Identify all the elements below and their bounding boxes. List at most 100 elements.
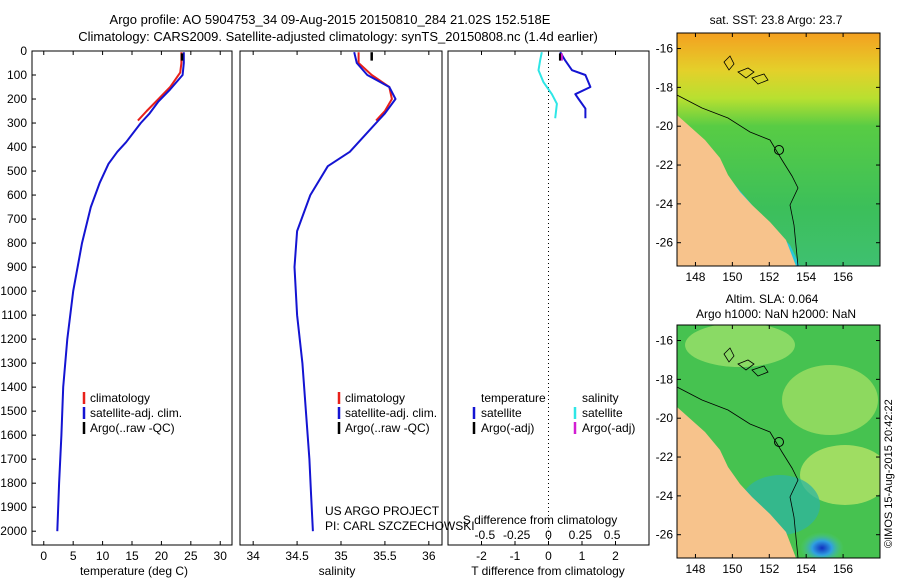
legend-label-t-satellite: satellite: [481, 406, 522, 420]
depth-tick-label: 300: [7, 116, 27, 130]
lon-tick-label: 148: [685, 562, 705, 576]
depth-tick-label: 700: [7, 212, 27, 226]
series-line-satellite-adj-clim-: [56, 52, 185, 532]
sla-map-title2: Argo h1000: NaN h2000: NaN: [696, 307, 856, 321]
x-tick-label: 30: [214, 549, 228, 563]
lon-tick-label: 156: [833, 562, 853, 576]
legend-label-climatology: climatology: [90, 391, 150, 405]
lon-tick-label: 150: [722, 270, 742, 284]
x-tick-label: 36: [422, 549, 436, 563]
s-tick-label: 0.5: [604, 528, 621, 542]
x-tick-label: 2: [612, 549, 619, 563]
series-line-climatology: [137, 52, 183, 122]
x-tick-label: 34: [246, 549, 260, 563]
sst-reef-1: [723, 55, 769, 85]
x-tick-label: -1: [510, 549, 521, 563]
depth-tick-label: 1700: [0, 452, 27, 466]
depth-tick-label: 1600: [0, 428, 27, 442]
lat-tick-label: -20: [656, 411, 674, 425]
difference-legend: temperature satellite Argo(-adj) salinit…: [472, 391, 635, 435]
x-tick-label: 35: [334, 549, 348, 563]
legend-label-argo: Argo(..raw -QC): [90, 421, 175, 435]
legend-label-satellite: satellite-adj. clim.: [345, 406, 437, 420]
legend-label-argo: Argo(..raw -QC): [345, 421, 430, 435]
temperature-xlabel: temperature (deg C): [80, 564, 188, 578]
x-tick-label: 10: [96, 549, 110, 563]
lat-tick-label: -22: [656, 450, 674, 464]
sla-reef-1: [723, 347, 769, 377]
x-tick-label: -2: [476, 549, 487, 563]
depth-tick-label: 500: [7, 164, 27, 178]
legend-label-s-argo: Argo(-adj): [582, 421, 635, 435]
lat-tick-label: -26: [656, 236, 674, 250]
depth-tick-label: 400: [7, 140, 27, 154]
depth-tick-label: 1800: [0, 476, 27, 490]
x-tick-label: 1: [579, 549, 586, 563]
depth-tick-label: 2000: [0, 524, 27, 538]
depth-tick-label: 1000: [0, 284, 27, 298]
salinity-xlabel: salinity: [319, 564, 356, 578]
x-tick-label: 20: [155, 549, 169, 563]
panel-temperature-frame: [31, 50, 233, 546]
sla-map: [677, 325, 880, 558]
lon-tick-label: 150: [722, 562, 742, 576]
depth-tick-label: 1400: [0, 380, 27, 394]
sla-high-2: [782, 365, 878, 435]
header-line2: Climatology: CARS2009. Satellite-adjuste…: [78, 29, 598, 44]
lat-tick-label: -18: [656, 372, 674, 386]
lon-tick-label: 154: [796, 270, 816, 284]
argo-location-marker: [774, 145, 784, 155]
x-tick-label: 0: [545, 549, 552, 563]
sla-low-2: [800, 532, 844, 558]
depth-tick-label: 900: [7, 260, 27, 274]
sla-map-title1: Altim. SLA: 0.064: [726, 292, 819, 306]
depth-tick-label: 1100: [1, 308, 27, 322]
difference-xlabel: T difference from climatology: [471, 564, 625, 578]
lon-tick-label: 152: [759, 562, 779, 576]
depth-tick-label: 100: [7, 68, 27, 82]
s-tick-label: 0.25: [569, 528, 593, 542]
lat-tick-label: -22: [656, 158, 674, 172]
panel-difference-frame: [447, 50, 650, 546]
salinity-legend: climatology satellite-adj. clim. Argo(..…: [337, 391, 437, 435]
depth-tick-label: 1500: [0, 404, 27, 418]
legend-label-t-argo: Argo(-adj): [481, 421, 534, 435]
sst-shelf-contour: [677, 94, 799, 266]
lat-tick-label: -24: [656, 489, 674, 503]
temperature-chart: 0 5 10 15 20 25 30: [40, 51, 227, 563]
x-tick-label: 25: [184, 549, 198, 563]
x-tick-label: 5: [70, 549, 77, 563]
legend-label-climatology: climatology: [345, 391, 405, 405]
legend-title-salinity: salinity: [582, 391, 619, 405]
legend-label-satellite: satellite-adj. clim.: [90, 406, 182, 420]
sla-map-frame: [676, 324, 881, 559]
series-line-s-satellite: [537, 52, 558, 119]
x-tick-label: 15: [125, 549, 139, 563]
credit-text: ©IMOS 15-Aug-2015 20:42:22: [883, 399, 895, 548]
sst-map-title: sat. SST: 23.8 Argo: 23.7: [710, 13, 843, 27]
annotation-project: US ARGO PROJECT: [325, 504, 440, 518]
sla-high-3: [800, 445, 880, 505]
series-line-satellite-adj-clim-: [293, 51, 397, 532]
salinity-chart: 34 34.5 35 35.5 36: [246, 51, 436, 563]
lon-tick-label: 156: [833, 270, 853, 284]
lat-tick-label: -18: [656, 80, 674, 94]
depth-tick-label: 800: [7, 236, 27, 250]
lat-tick-label: -24: [656, 197, 674, 211]
s-tick-label: -0.25: [503, 528, 531, 542]
x-tick-label: 0: [40, 549, 47, 563]
lat-tick-label: -20: [656, 119, 674, 133]
argo-location-marker: [774, 437, 784, 447]
temperature-legend: climatology satellite-adj. clim. Argo(..…: [82, 391, 182, 435]
sst-map-frame: [676, 32, 881, 267]
annotation-pi: PI: CARL SZCZECHOWSKI: [325, 519, 475, 533]
lon-tick-label: 152: [759, 270, 779, 284]
series-line-t-satellite: [559, 51, 592, 119]
depth-axis: 0 100 200 300 400 500 600 700 800 900 1000 1100 1200…: [0, 44, 36, 538]
x-tick-label: 34.5: [285, 549, 309, 563]
sst-map: [677, 33, 880, 266]
lat-tick-label: -26: [656, 528, 674, 542]
sst-land: [677, 115, 796, 266]
